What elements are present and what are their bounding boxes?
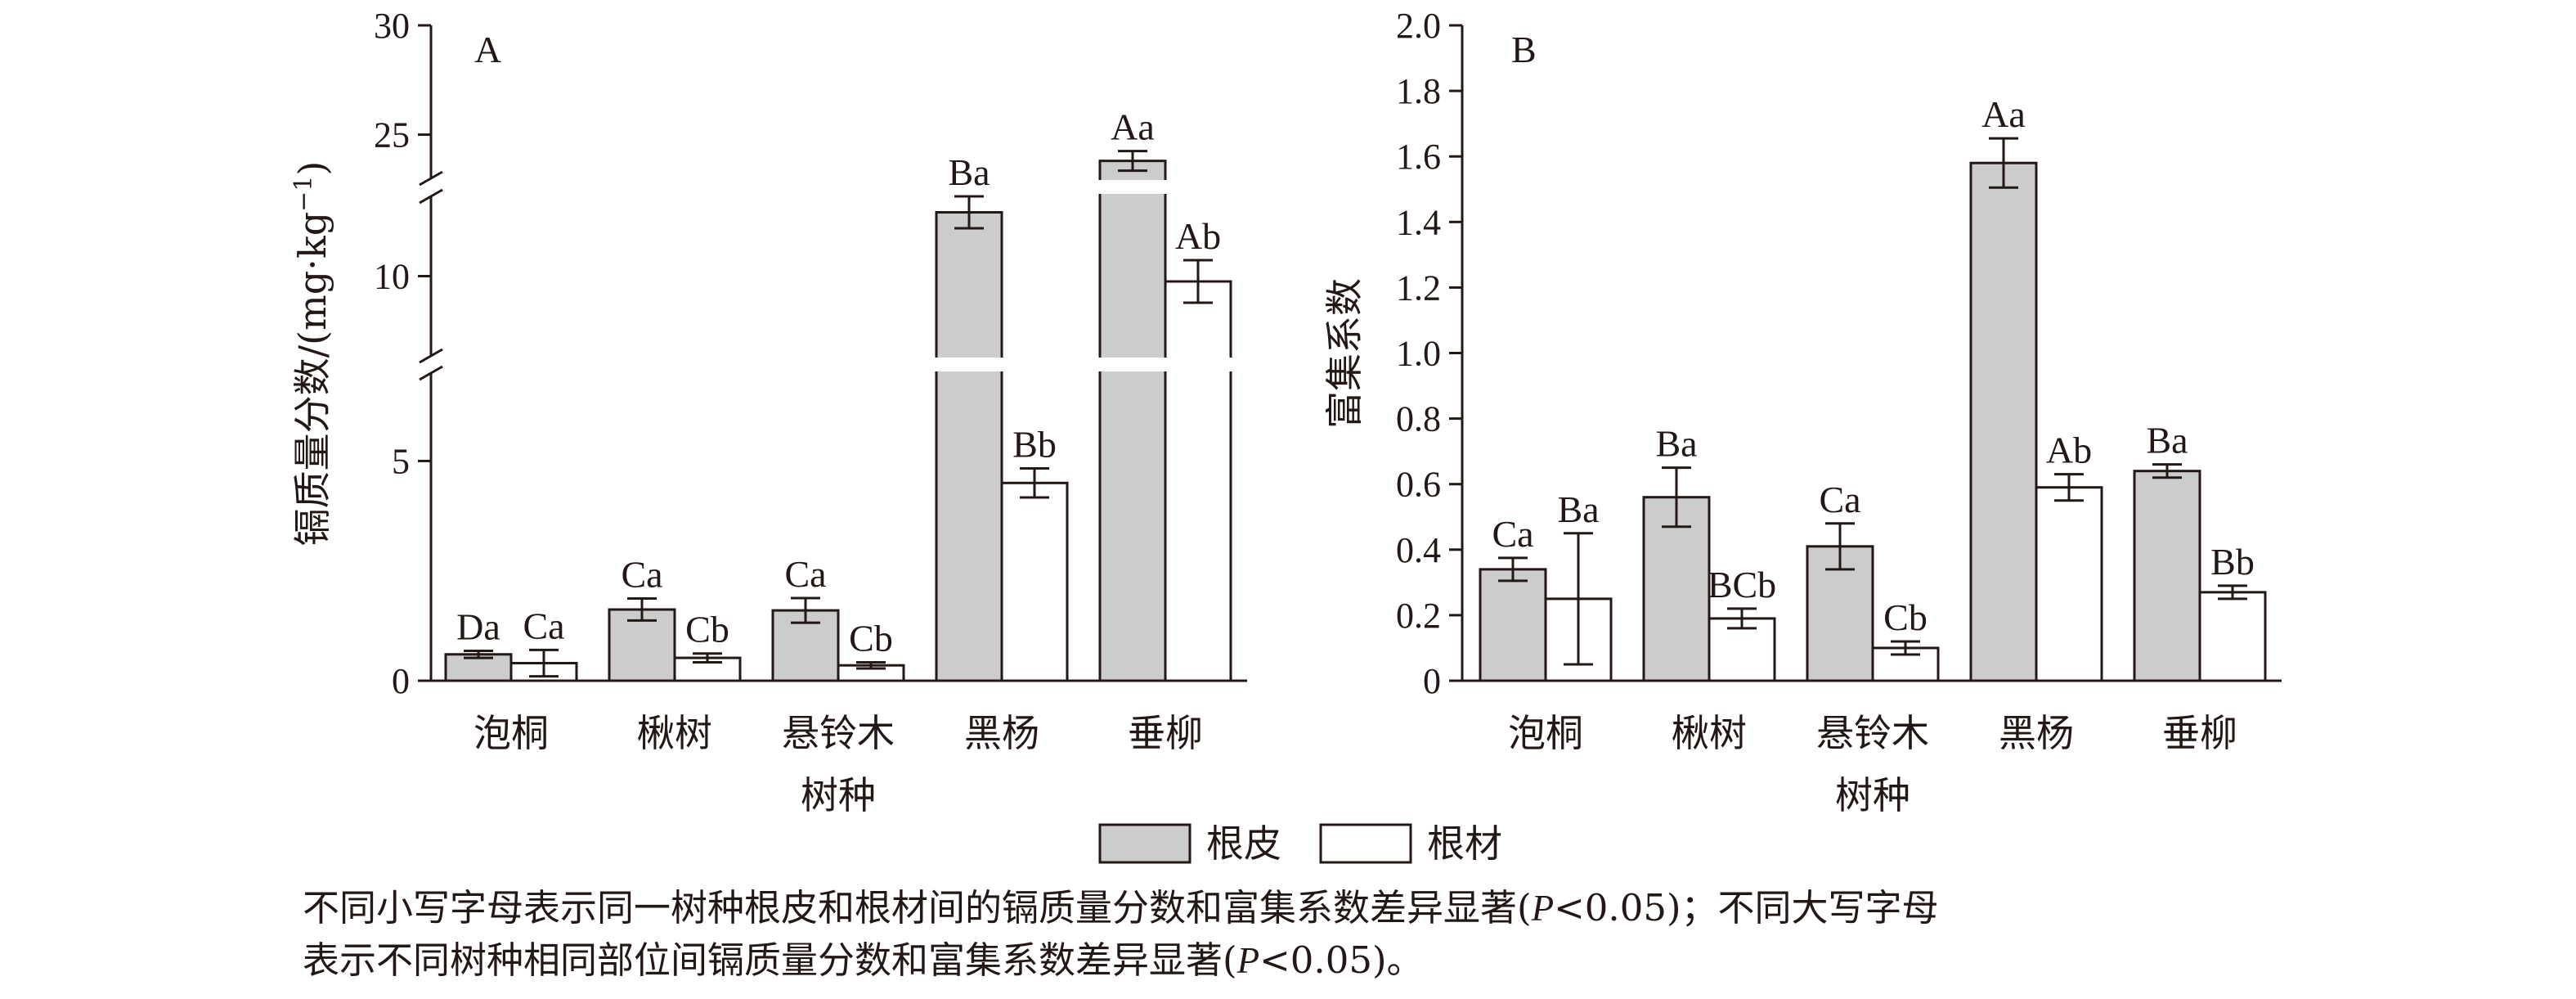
note-line-1: 不同小写字母表示同一树种根皮和根材间的镉质量分数和富集系数差异显著(P<0.05… [303,886,1939,929]
significance-label: Ca [784,553,826,595]
significance-label: Ca [1492,513,1533,555]
y-tick-label: 0.2 [1396,596,1441,636]
y-tick-label: 2.0 [1396,6,1441,46]
x-category-label: 泡桐 [1508,711,1583,755]
y-tick-label: 0.8 [1396,399,1441,439]
y-tick-label: 25 [374,115,410,155]
bar-break-gap [1098,180,1167,194]
x-axis-title: 树种 [801,773,876,817]
bar-root-bark [2133,470,2201,682]
y-axis-title: 富集系数 [1322,278,1367,429]
x-category-label: 垂柳 [1128,711,1203,755]
axis-break-mark [419,188,443,205]
x-category-label: 垂柳 [2162,711,2237,755]
y-tick-label: 30 [374,6,410,46]
significance-label: BCb [1708,564,1776,605]
significance-label: Ba [1655,423,1697,465]
note-line-2: 表示不同树种相同部位间镉质量分数和富集系数差异显著(P<0.05)。 [303,938,1424,982]
figure-note: 不同小写字母表示同一树种根皮和根材间的镉质量分数和富集系数差异显著(P<0.05… [303,882,2282,987]
x-category-label: 黑杨 [1999,711,2074,755]
bar-root-wood [1000,481,1069,682]
significance-label: Ca [1819,479,1860,520]
axis-break-mark [419,365,443,381]
y-tick-label: 10 [374,257,410,297]
axis-break-mark [419,348,443,364]
significance-label: Cb [1883,596,1928,638]
significance-label: Bb [2210,541,2255,583]
panel-letter-a: A [474,29,501,70]
bar-root-bark [935,211,1003,682]
bar-root-wood [2035,486,2103,682]
significance-label: Da [456,605,500,647]
y-tick-label: 1.6 [1396,137,1441,177]
significance-label: Aa [1111,106,1155,148]
bar-root-bark [1969,161,2038,682]
panel-a-chart: 0 5 10 25 30 镉质量分数/(mg·kg−1) A Da Ca 泡桐 Ca Cb 楸树 Ca Cb… [289,6,1247,817]
y-tick-label: 5 [392,441,410,481]
legend-swatch [1319,823,1412,864]
significance-label: Ba [948,151,990,193]
bar-root-bark [1479,568,1547,682]
bar-root-wood [2198,591,2267,682]
x-category-label: 悬铃木 [782,711,895,755]
axis-break-mark [419,170,443,187]
significance-label: Ba [2146,420,2188,461]
x-axis-title: 树种 [1835,773,1910,817]
significance-label: Ba [1557,488,1599,530]
legend-swatch [1098,823,1192,864]
y-axis-title: 镉质量分数/(mg·kg−1) [289,161,335,547]
significance-label: Cb [685,609,729,650]
bar-break-gap [1164,358,1232,371]
y-tick-label: 1.8 [1396,71,1441,111]
y-tick-label: 1.2 [1396,268,1441,308]
panel-letter-b: B [1511,29,1537,70]
x-category-label: 楸树 [1672,711,1747,755]
significance-label: Aa [1981,93,2026,135]
significance-label: Bb [1012,424,1057,466]
significance-label: Cb [849,617,893,659]
y-tick-label: 0.4 [1396,530,1441,570]
significance-label: Ab [1175,215,1221,257]
legend-label: 根材 [1427,821,1502,866]
panel-b-chart: 0 0.2 0.4 0.6 0.8 1.0 1.2 1.4 1.6 1.8 2.0 富集系数 B Ca Ba… [1322,6,2282,817]
legend: 根皮 根材 [1098,821,1502,866]
y-tick-label: 0.6 [1396,465,1441,505]
legend-label: 根皮 [1206,821,1281,866]
significance-label: Ca [523,605,564,646]
y-tick-label: 1.4 [1396,202,1441,242]
bar-root-bark [1098,160,1167,682]
y-tick-label: 0 [1423,661,1441,701]
x-category-label: 黑杨 [964,711,1039,755]
y-tick-label: 1.0 [1396,334,1441,374]
x-category-label: 楸树 [637,711,712,755]
x-category-label: 悬铃木 [1816,711,1929,755]
significance-label: Ca [621,554,662,596]
bar-break-gap [935,358,1003,371]
bar-root-wood [1164,280,1232,682]
bar-break-gap [1098,358,1167,371]
x-category-label: 泡桐 [473,711,549,755]
significance-label: Ab [2046,430,2092,471]
figure: 0 5 10 25 30 镉质量分数/(mg·kg−1) A Da Ca 泡桐 Ca Cb 楸树 Ca Cb… [289,6,2282,866]
y-tick-label: 0 [392,661,410,701]
